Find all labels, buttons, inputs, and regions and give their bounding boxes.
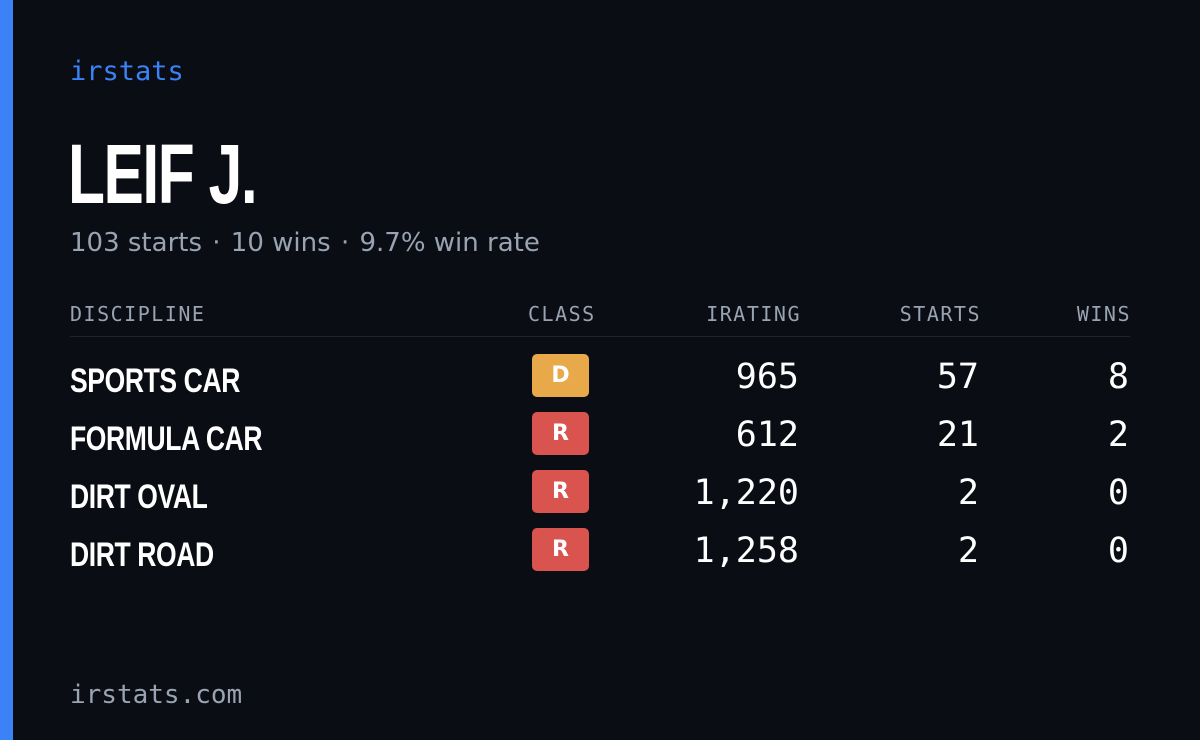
class-badge: D — [532, 354, 589, 397]
summary-win-rate: 9.7% win rate — [359, 228, 540, 258]
table-row: FORMULA CAR R 612 21 2 — [0, 412, 1200, 470]
starts-value: 2 — [957, 531, 979, 571]
driver-summary: 103 starts · 10 wins · 9.7% win rate — [70, 228, 540, 258]
driver-name: LEIF J. — [68, 127, 258, 221]
discipline-name: DIRT ROAD — [70, 536, 214, 574]
summary-separator: · — [340, 228, 350, 258]
table-row: DIRT OVAL R 1,220 2 0 — [0, 470, 1200, 528]
header-irating: IRATING — [706, 302, 801, 326]
wins-value: 0 — [1107, 473, 1129, 513]
header-class: CLASS — [528, 302, 596, 326]
starts-value: 2 — [957, 473, 979, 513]
irating-value: 1,258 — [693, 531, 799, 571]
starts-value: 21 — [936, 415, 979, 455]
summary-separator: · — [212, 228, 221, 258]
table-row: DIRT ROAD R 1,258 2 0 — [0, 528, 1200, 586]
header-starts: STARTS — [899, 302, 981, 326]
header-wins: WINS — [1076, 302, 1131, 326]
discipline-name: SPORTS CAR — [70, 362, 240, 400]
irating-value: 965 — [735, 357, 799, 397]
wins-value: 0 — [1107, 531, 1129, 571]
footer-url[interactable]: irstats.com — [70, 680, 243, 710]
irating-value: 612 — [735, 415, 799, 455]
discipline-name: DIRT OVAL — [70, 478, 208, 516]
class-badge: R — [532, 412, 589, 455]
brand-logo-text[interactable]: irstats — [70, 56, 184, 87]
accent-bar — [0, 0, 13, 740]
starts-value: 57 — [936, 357, 979, 397]
table-row: SPORTS CAR D 965 57 8 — [0, 354, 1200, 412]
irating-value: 1,220 — [693, 473, 799, 513]
header-divider — [70, 336, 1130, 337]
class-badge: R — [532, 470, 589, 513]
summary-starts: 103 starts — [70, 228, 202, 258]
wins-value: 8 — [1107, 357, 1129, 397]
summary-wins: 10 wins — [230, 228, 331, 258]
header-discipline: DISCIPLINE — [70, 302, 206, 326]
wins-value: 2 — [1107, 415, 1129, 455]
discipline-name: FORMULA CAR — [70, 420, 263, 458]
class-badge: R — [532, 528, 589, 571]
